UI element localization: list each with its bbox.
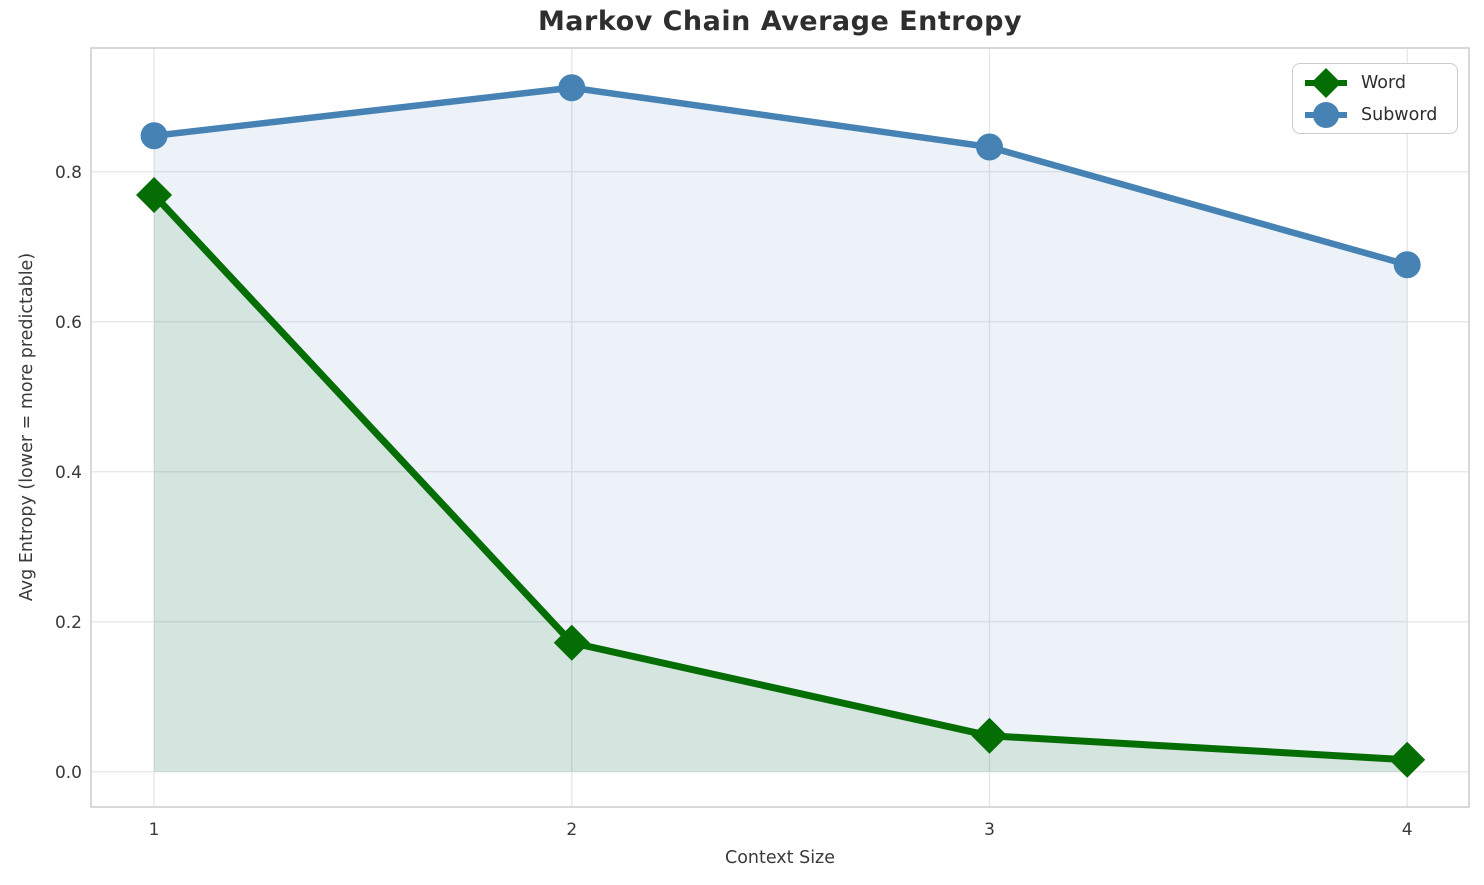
- y-tick-label: 0.6: [55, 313, 82, 333]
- y-axis-label: Avg Entropy (lower = more predictable): [17, 252, 37, 602]
- x-tick-label: 2: [566, 820, 577, 840]
- y-tick-label: 0.0: [55, 763, 82, 783]
- y-tick-label: 0.4: [55, 463, 82, 483]
- legend-circle: [1313, 101, 1339, 128]
- legend-label-word: Word: [1361, 72, 1406, 93]
- legend-item-word: Word: [1303, 67, 1457, 99]
- legend-diamond: [1311, 67, 1341, 98]
- legend-label-subword: Subword: [1361, 104, 1438, 125]
- subword-line: [153, 84, 1409, 268]
- subword-marker: [140, 122, 168, 150]
- plot-frame: [90, 47, 1470, 808]
- word-marker: [1389, 741, 1426, 778]
- x-tick-label: 1: [149, 820, 160, 840]
- legend: Word Subword: [1292, 63, 1458, 134]
- chart-title: Markov Chain Average Entropy: [537, 6, 1023, 37]
- legend-item-subword: Subword: [1303, 99, 1457, 131]
- y-tick-label: 0.2: [55, 613, 82, 633]
- x-axis-label: Context Size: [724, 848, 836, 868]
- word-line: [151, 192, 1408, 764]
- x-tick-label: 3: [984, 820, 995, 840]
- subword-marker: [975, 133, 1003, 161]
- subword-area-fill: [154, 87, 1408, 772]
- x-tick-label: 4: [1402, 820, 1413, 840]
- subword-marker: [558, 74, 586, 102]
- word-marker: [136, 177, 173, 213]
- subword-marker: [1393, 251, 1421, 279]
- word-diamond-icon: [1305, 67, 1347, 98]
- y-tick-label: 0.8: [55, 163, 82, 183]
- word-marker: [971, 717, 1008, 754]
- subword-circle-icon: [1305, 101, 1347, 128]
- word-marker: [553, 624, 590, 661]
- word-area-fill: [154, 195, 1408, 772]
